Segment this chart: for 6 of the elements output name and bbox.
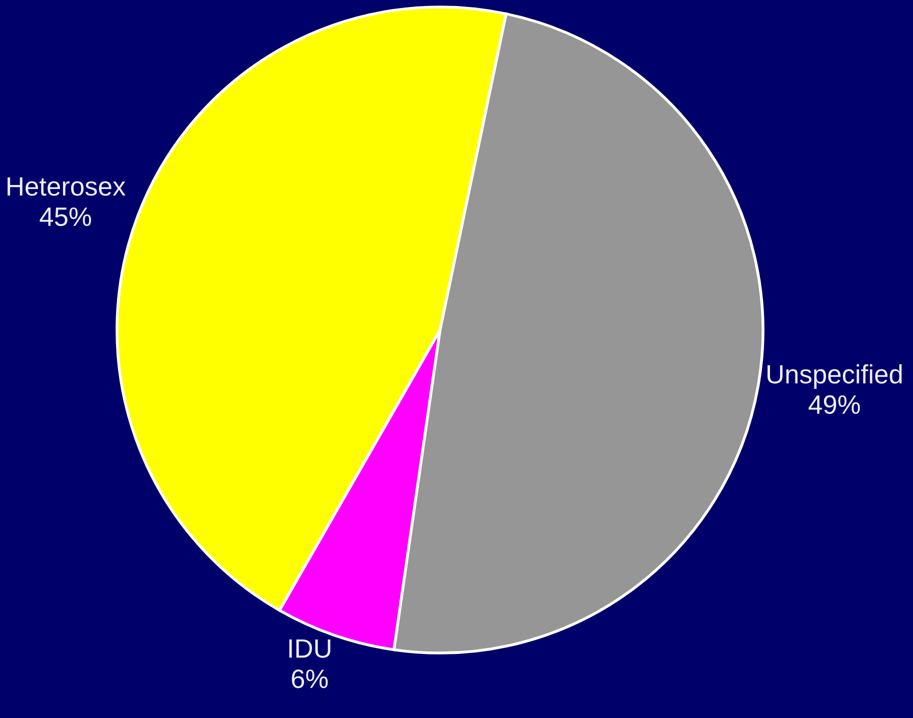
slice-label: Unspecified [768,364,902,389]
data-label: 6% [292,670,328,688]
slice-label: Heterosex [8,177,126,196]
data-label: 49% [808,395,860,414]
data-label: 45% [40,208,92,226]
slice-label: IDU [289,639,330,658]
